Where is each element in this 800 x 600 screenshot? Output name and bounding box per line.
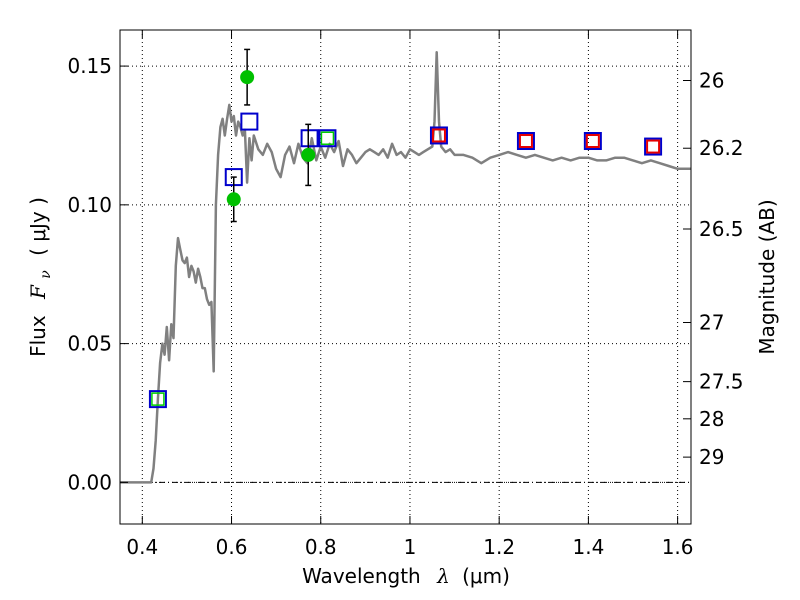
y-tick-label: 0.05: [67, 332, 112, 356]
y2-tick-label: 27: [699, 311, 724, 335]
model-band-inner-marker: [518, 134, 533, 149]
model-band-inner-marker: [585, 134, 600, 149]
y2-tick-label: 26.5: [699, 217, 744, 241]
x-tick-label: 0.6: [216, 535, 248, 559]
model-band-marker: [516, 132, 535, 151]
model-spectrum: [120, 50, 691, 484]
observed-point: [301, 147, 316, 162]
model-band-marker: [300, 129, 319, 148]
model-band-marker: [583, 132, 602, 151]
model-band-marker: [240, 112, 259, 131]
y-tick-label: 0.15: [67, 54, 112, 78]
model-band-marker: [318, 129, 337, 148]
x-tick-label: 0.4: [126, 535, 158, 559]
model-band-marker: [148, 390, 167, 409]
y2-tick-label: 27.5: [699, 370, 744, 394]
y2-tick-label: 26.2: [699, 136, 744, 160]
y2-tick-label: 26: [699, 69, 724, 93]
y2-tick-label: 29: [699, 445, 724, 469]
y-axis-units: ( μJy ): [26, 197, 50, 256]
y-tick-label: 0.00: [67, 470, 112, 494]
x-axis-label-prefix: Wavelength: [302, 564, 421, 588]
observed-point: [240, 70, 255, 85]
y-axis-subscript: ν: [38, 270, 54, 279]
model-band-marker: [429, 126, 448, 145]
model-band-marker: [644, 137, 663, 156]
x-tick-label: 0.8: [305, 535, 337, 559]
y-axis-label: Flux F ν ( μJy ): [26, 197, 55, 357]
y-axis-label-prefix: Flux: [26, 315, 50, 357]
x-tick-label: 1.6: [662, 535, 694, 559]
y-axis-symbol: F: [26, 284, 50, 300]
observed-point: [226, 192, 241, 207]
x-axis-label: Wavelength λ (μm): [302, 564, 510, 588]
x-axis-symbol: λ: [436, 564, 450, 588]
x-tick-label: 1: [404, 535, 417, 559]
photometry-markers: [148, 48, 663, 409]
y2-tick-label: 28: [699, 407, 724, 431]
y-tick-label: 0.10: [67, 193, 112, 217]
x-tick-label: 1.2: [483, 535, 515, 559]
x-tick-label: 1.4: [572, 535, 604, 559]
model-band-inner-marker: [431, 128, 446, 143]
grid: [120, 30, 691, 524]
spectrum-line: [120, 50, 691, 484]
ticks: 0.4 0.6 0.8 1 1.2 1.4 1.6 0.00 0.05 0.10 0.15 26 26.…: [67, 30, 744, 559]
model-band-inner-marker: [646, 139, 661, 154]
model-band-inner-marker: [320, 131, 335, 145]
y2-axis-label: Magnitude (AB): [755, 199, 779, 354]
model-band-inner-marker: [151, 392, 165, 406]
plot-frame: [119, 29, 692, 525]
x-axis-units: (μm): [462, 564, 510, 588]
